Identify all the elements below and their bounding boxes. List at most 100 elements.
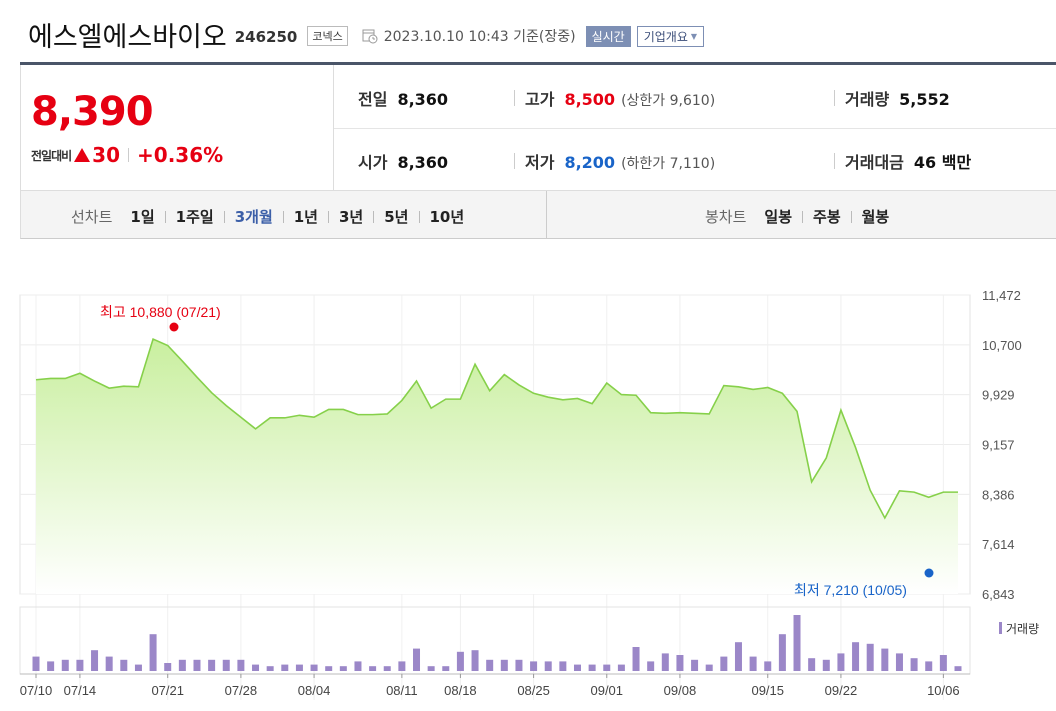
tab-separator bbox=[373, 210, 375, 223]
company-overview-label: 기업개요 bbox=[643, 29, 688, 44]
price-chart[interactable]: 11,472 10,700 9,929 9,157 8,386 7,614 6,843 최고 … bbox=[0, 240, 1056, 711]
chart-canvas: 11,472 10,700 9,929 9,157 8,386 7,614 6,843 최고 … bbox=[19, 288, 1039, 700]
volume-bar bbox=[603, 664, 611, 671]
x-tick-label: 08/18 bbox=[444, 683, 477, 698]
volume-bar bbox=[281, 664, 289, 671]
company-overview-button[interactable]: 기업개요 ▼ bbox=[636, 25, 705, 47]
volume-bar bbox=[954, 666, 962, 671]
stat-high: 고가 8,500 (상한가 9,610) bbox=[514, 86, 715, 110]
volume-bar bbox=[369, 666, 377, 671]
current-price: 8,390 bbox=[31, 89, 154, 135]
stats-row-divider bbox=[334, 128, 1056, 129]
volume-bar bbox=[749, 656, 757, 671]
volume-bar bbox=[778, 634, 786, 671]
volume-bar bbox=[647, 661, 655, 671]
volume-bar bbox=[852, 642, 860, 671]
volume-bar bbox=[266, 666, 274, 671]
y-tick-label: 9,157 bbox=[982, 438, 1015, 453]
volume-bar bbox=[573, 664, 581, 671]
tab-3m[interactable]: 3개월 bbox=[234, 208, 273, 226]
volume-bar bbox=[925, 661, 933, 671]
max-point bbox=[169, 322, 179, 332]
prev-close-value: 8,360 bbox=[397, 90, 449, 109]
volume-bar bbox=[427, 666, 435, 671]
stat-prev-close: 전일 8,360 bbox=[358, 86, 448, 110]
volume-bar bbox=[61, 659, 69, 671]
tab-monthly[interactable]: 월봉 bbox=[861, 208, 890, 226]
volume-bar bbox=[530, 661, 538, 671]
lower-limit: (하한가 7,110) bbox=[621, 156, 716, 172]
header-divider bbox=[20, 62, 1056, 65]
tab-1w[interactable]: 1주일 bbox=[175, 208, 214, 226]
stats-panel: 전일 8,360 고가 8,500 (상한가 9,610) 거래량 5,552 … bbox=[334, 65, 1056, 190]
x-tick-label: 07/10 bbox=[20, 683, 53, 698]
market-badge: 코넥스 bbox=[307, 26, 348, 46]
volume-bar bbox=[222, 659, 230, 671]
y-tick-label: 10,700 bbox=[982, 338, 1022, 353]
volume-bar bbox=[134, 664, 142, 671]
volume-bar bbox=[354, 661, 362, 671]
stock-header: 에스엘에스바이오 246250 코넥스 2023.10.10 10:43 기준(… bbox=[28, 14, 705, 54]
volume-bar bbox=[398, 661, 406, 671]
volume-bar bbox=[442, 666, 450, 671]
volume-bar bbox=[939, 655, 947, 671]
tab-separator bbox=[282, 210, 284, 223]
price-line bbox=[35, 337, 958, 520]
change-separator bbox=[128, 148, 130, 162]
volume-bar bbox=[456, 651, 464, 671]
low-value: 8,200 bbox=[564, 153, 616, 172]
stat-divider bbox=[514, 153, 515, 169]
tab-separator bbox=[223, 210, 225, 223]
realtime-button[interactable]: 실시간 bbox=[585, 25, 631, 47]
x-tick-label: 07/14 bbox=[64, 683, 97, 698]
change-amount: 30 bbox=[92, 143, 121, 167]
caret-down-icon: ▼ bbox=[690, 31, 698, 41]
change-percent: +0.36% bbox=[137, 143, 224, 167]
volume-bar bbox=[720, 656, 728, 671]
price-area bbox=[36, 339, 958, 594]
volume-bar bbox=[895, 653, 903, 671]
amount-value: 46 백만 bbox=[913, 153, 972, 172]
tab-1y[interactable]: 1년 bbox=[293, 208, 318, 226]
upper-limit: (상한가 9,610) bbox=[621, 93, 716, 109]
stat-amount: 거래대금 46 백만 bbox=[834, 149, 971, 173]
volume-label: 거래량 bbox=[845, 90, 890, 109]
open-value: 8,360 bbox=[397, 153, 449, 172]
volume-bar bbox=[193, 659, 201, 671]
candle-chart-tabs: 봉차트 일봉 주봉 월봉 bbox=[705, 206, 889, 227]
open-label: 시가 bbox=[358, 153, 388, 172]
x-tick-label: 09/22 bbox=[825, 683, 858, 698]
volume-bar bbox=[32, 656, 40, 671]
volume-bar bbox=[105, 656, 113, 671]
x-tick-label: 07/28 bbox=[225, 683, 258, 698]
volume-bar bbox=[691, 659, 699, 671]
volume-bar bbox=[881, 648, 889, 671]
timestamp: 2023.10.10 10:43 기준(장중) bbox=[383, 29, 576, 45]
tab-10y[interactable]: 10년 bbox=[429, 208, 465, 226]
volume-bar bbox=[252, 664, 260, 671]
tab-1d[interactable]: 1일 bbox=[130, 208, 155, 226]
volume-bar bbox=[383, 666, 391, 671]
volume-bar bbox=[325, 666, 333, 671]
volume-bar bbox=[559, 661, 567, 671]
price-panel: 8,390 전일대비 30 +0.36% bbox=[20, 65, 334, 190]
volume-bar bbox=[178, 659, 186, 671]
volume-bar bbox=[339, 666, 347, 671]
min-point bbox=[924, 568, 934, 578]
tab-separator bbox=[164, 210, 166, 223]
tab-3y[interactable]: 3년 bbox=[339, 208, 364, 226]
high-label: 고가 bbox=[525, 90, 555, 109]
volume-bar bbox=[544, 661, 552, 671]
volume-bar bbox=[500, 659, 508, 671]
y-tick-label: 11,472 bbox=[982, 288, 1021, 303]
volume-bar bbox=[295, 664, 303, 671]
volume-bar bbox=[632, 647, 640, 671]
tab-weekly[interactable]: 주봉 bbox=[813, 208, 841, 226]
tab-separator bbox=[850, 210, 852, 223]
tab-5y[interactable]: 5년 bbox=[384, 208, 409, 226]
volume-bar bbox=[808, 658, 816, 671]
tab-daily[interactable]: 일봉 bbox=[764, 208, 793, 226]
stat-divider bbox=[834, 90, 835, 106]
volume-bar bbox=[237, 659, 245, 671]
volume-bar bbox=[208, 659, 216, 671]
